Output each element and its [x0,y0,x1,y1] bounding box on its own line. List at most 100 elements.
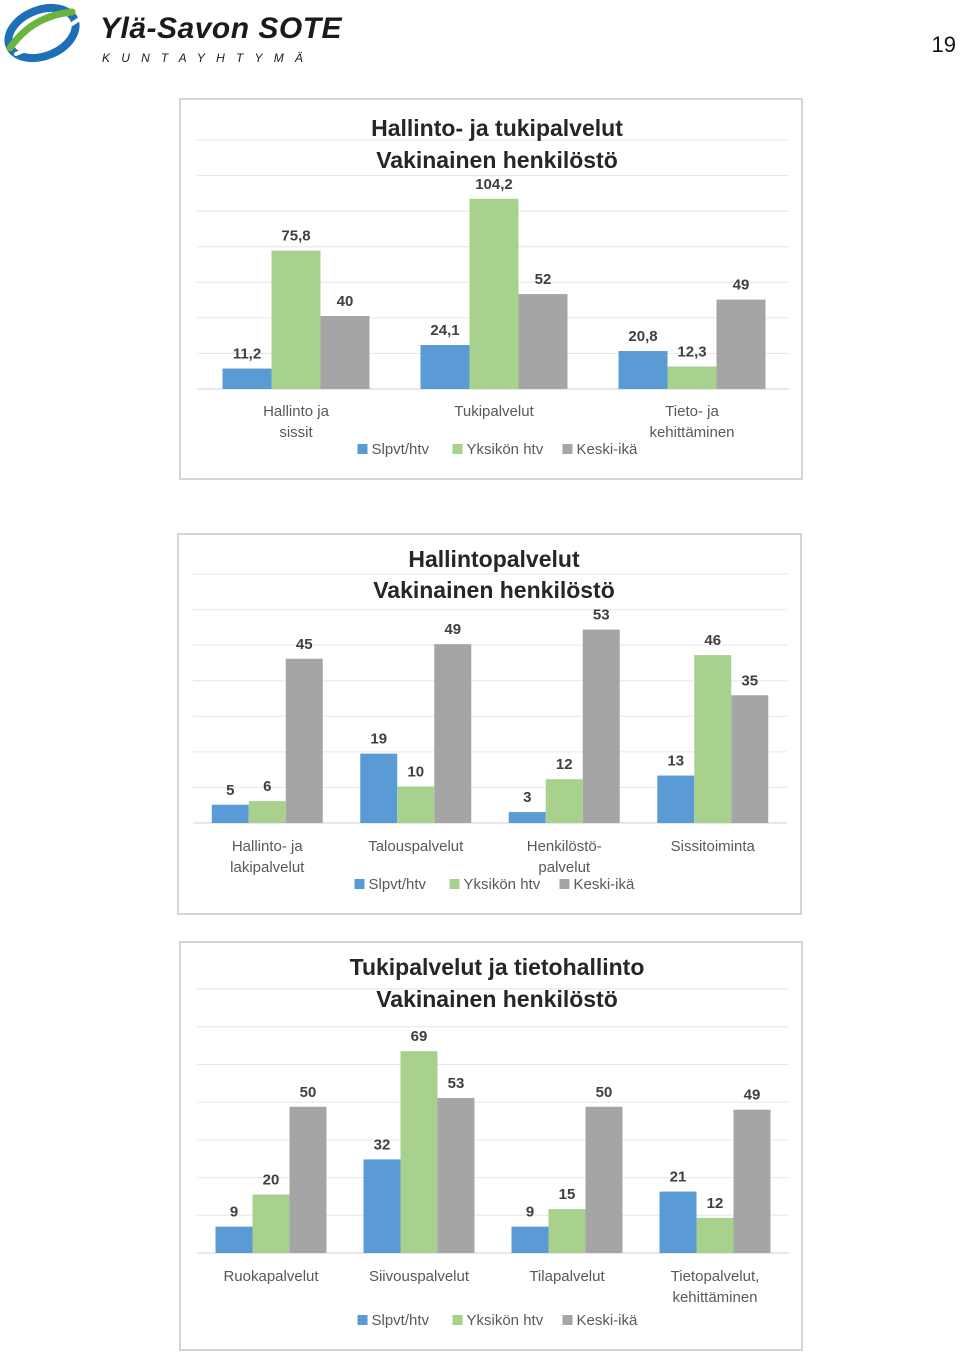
category-label: Sissitoiminta [671,838,756,855]
bar [437,1097,475,1253]
data-label: 45 [296,636,313,653]
category-label: Ruokapalvelut [223,1268,319,1285]
legend-swatch [452,444,463,454]
data-label: 20 [263,1172,280,1189]
category-label: Talouspalvelut [368,838,464,855]
bar [731,695,769,823]
data-label: 5 [226,782,234,799]
logo-subtitle: KUNTAYHTYMÄ [102,51,315,65]
organization-logo: Ylä-Savon SOTE KUNTAYHTYMÄ [2,2,342,72]
legend-swatch [559,879,570,889]
bar [271,250,321,389]
category-label: Hallinto- ja lakipalvelut [230,838,305,876]
data-label: 46 [704,632,721,649]
bar [508,812,546,823]
bar [215,1226,253,1253]
page-number: 19 [931,32,956,57]
data-label: 104,2 [475,176,513,193]
chart-title: Tukipalvelut ja tietohallinto [350,954,645,980]
category-label: Henkilöstö-palvelut [527,838,602,876]
bar [733,1109,771,1253]
legend-label: Keski-ikä [574,876,636,893]
legend-label: Slpvt/htv [372,441,430,458]
bar [518,294,568,389]
data-label: 13 [667,753,684,770]
bar [320,316,370,389]
bar [434,644,472,823]
legend-swatch [449,879,460,889]
chart-subtitle: Vakinainen henkilöstö [376,986,618,1012]
chart-panel-1: Hallinto- ja tukipalvelut Vakinainen henk… [179,98,803,480]
data-label: 49 [444,621,461,638]
category-label: Tukipalvelut [454,403,534,420]
chart-3: Tukipalvelut ja tietohallinto Vakinainen … [197,954,789,1329]
logo-name: Ylä-Savon SOTE [100,12,343,45]
chart-subtitle: Vakinainen henkilöstö [376,147,618,173]
legend-swatch [354,879,365,889]
bar [545,779,583,823]
legend-label: Slpvt/htv [372,1312,430,1329]
bar [400,1051,438,1253]
data-label: 19 [370,731,387,748]
bar [252,1194,290,1253]
data-label: 12 [556,756,573,773]
bar [469,198,519,389]
data-label: 40 [337,293,354,310]
data-label: 15 [559,1186,576,1203]
bar [222,368,272,389]
data-label: 24,1 [430,322,459,339]
category-label: Tilapalvelut [529,1268,605,1285]
bar [716,299,766,389]
data-label: 9 [230,1204,238,1221]
data-label: 52 [535,271,552,288]
bar [618,351,668,389]
legend-label: Yksikön htv [467,1312,544,1329]
data-label: 21 [670,1169,687,1186]
data-label: 32 [374,1136,391,1153]
chart-1: Hallinto- ja tukipalvelut Vakinainen henk… [197,115,789,458]
chart-panel-3: Tukipalvelut ja tietohallinto Vakinainen … [179,941,803,1351]
legend-swatch [357,444,368,454]
data-label: 49 [733,277,750,294]
category-label: Siivouspalvelut [369,1268,470,1285]
legend-label: Slpvt/htv [369,876,427,893]
data-label: 49 [744,1087,761,1104]
legend-swatch [357,1315,368,1325]
legend-label: Keski-ikä [577,441,639,458]
bar [696,1217,734,1253]
legend-label: Yksikön htv [467,441,544,458]
bar [548,1209,586,1253]
chart-panel-2: Hallintopalvelut Vakinainen henkilöstö 5 6 4… [177,533,802,915]
data-label: 6 [263,778,271,795]
bar [657,775,695,823]
data-label: 50 [596,1084,613,1101]
bar [694,655,732,823]
logo-swoosh-icon [4,3,80,63]
legend-swatch [562,444,573,454]
legend-swatch [452,1315,463,1325]
bar [248,801,286,823]
legend-label: Keski-ikä [577,1312,639,1329]
bar [585,1106,623,1253]
bar [582,629,620,823]
legend-label: Yksikön htv [464,876,541,893]
data-label: 3 [523,789,531,806]
bar [289,1106,327,1253]
data-label: 20,8 [628,328,657,345]
category-label: Hallinto ja sissit [263,403,330,441]
bar [511,1226,549,1253]
category-label: Tietopalvelut, kehittäminen [671,1268,760,1306]
data-label: 53 [593,607,610,624]
bar [285,658,323,823]
category-label: Tieto- ja kehittäminen [649,403,734,441]
data-label: 9 [526,1204,534,1221]
chart-subtitle: Vakinainen henkilöstö [373,577,615,603]
data-label: 75,8 [281,228,310,245]
data-label: 69 [411,1028,428,1045]
bar [363,1159,401,1253]
bar [420,345,470,389]
chart-2: Hallintopalvelut Vakinainen henkilöstö 5 6 4… [193,546,787,893]
bar [211,804,249,823]
page-header: Ylä-Savon SOTE KUNTAYHTYMÄ 19 [0,0,960,80]
data-label: 11,2 [233,346,261,363]
